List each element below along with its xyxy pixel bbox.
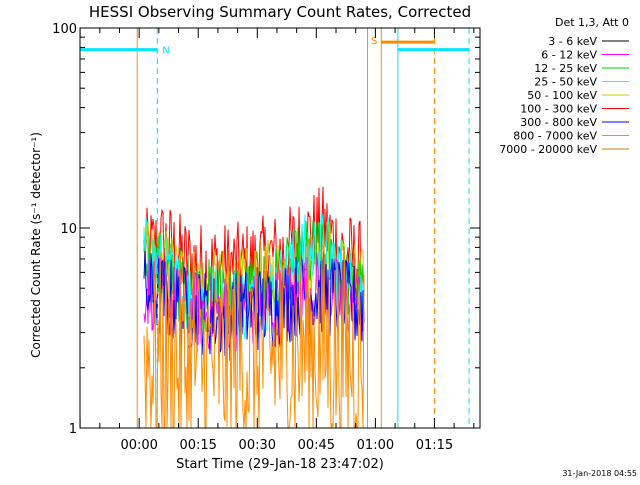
legend-label-8: 7000 - 20000 keV <box>499 143 597 156</box>
legend-label-6: 300 - 800 keV <box>520 116 597 129</box>
x-tick-label-2: 00:30 <box>239 438 276 453</box>
segment-label-n: N <box>162 46 169 57</box>
x-tick-label-1: 00:15 <box>179 438 216 453</box>
legend-label-4: 50 - 100 keV <box>527 89 597 102</box>
chart-title: HESSI Observing Summary Count Rates, Cor… <box>89 3 471 21</box>
legend-label-0: 3 - 6 keV <box>548 35 597 48</box>
axes: 1 10 100 00:00 00:15 00:30 00:45 01:00 01:15 <box>52 22 480 453</box>
x-axis-label: Start Time (29-Jan-18 23:47:02) <box>176 457 384 472</box>
x-tick-label-0: 00:00 <box>120 438 157 453</box>
x-tick-label-3: 00:45 <box>298 438 335 453</box>
y-axis-label: Corrected Count Rate (s⁻¹ detector⁻¹) <box>29 132 43 358</box>
x-tick-label-4: 01:00 <box>357 438 394 453</box>
legend-header: Det 1,3, Att 0 <box>555 16 629 29</box>
legend-label-5: 100 - 300 keV <box>520 103 597 116</box>
date-stamp: 31-Jan-2018 04:55 <box>562 469 637 478</box>
x-tick-label-5: 01:15 <box>416 438 453 453</box>
y-tick-label-100: 100 <box>52 22 77 37</box>
legend-label-3: 25 - 50 keV <box>534 76 597 89</box>
legend-label-2: 12 - 25 keV <box>534 62 597 75</box>
legend-label-7: 800 - 7000 keV <box>513 130 597 143</box>
segment-label-s: S <box>371 36 377 47</box>
y-tick-label-10: 10 <box>60 222 77 237</box>
y-tick-label-1: 1 <box>69 422 77 437</box>
legend-label-1: 6 - 12 keV <box>541 49 597 62</box>
